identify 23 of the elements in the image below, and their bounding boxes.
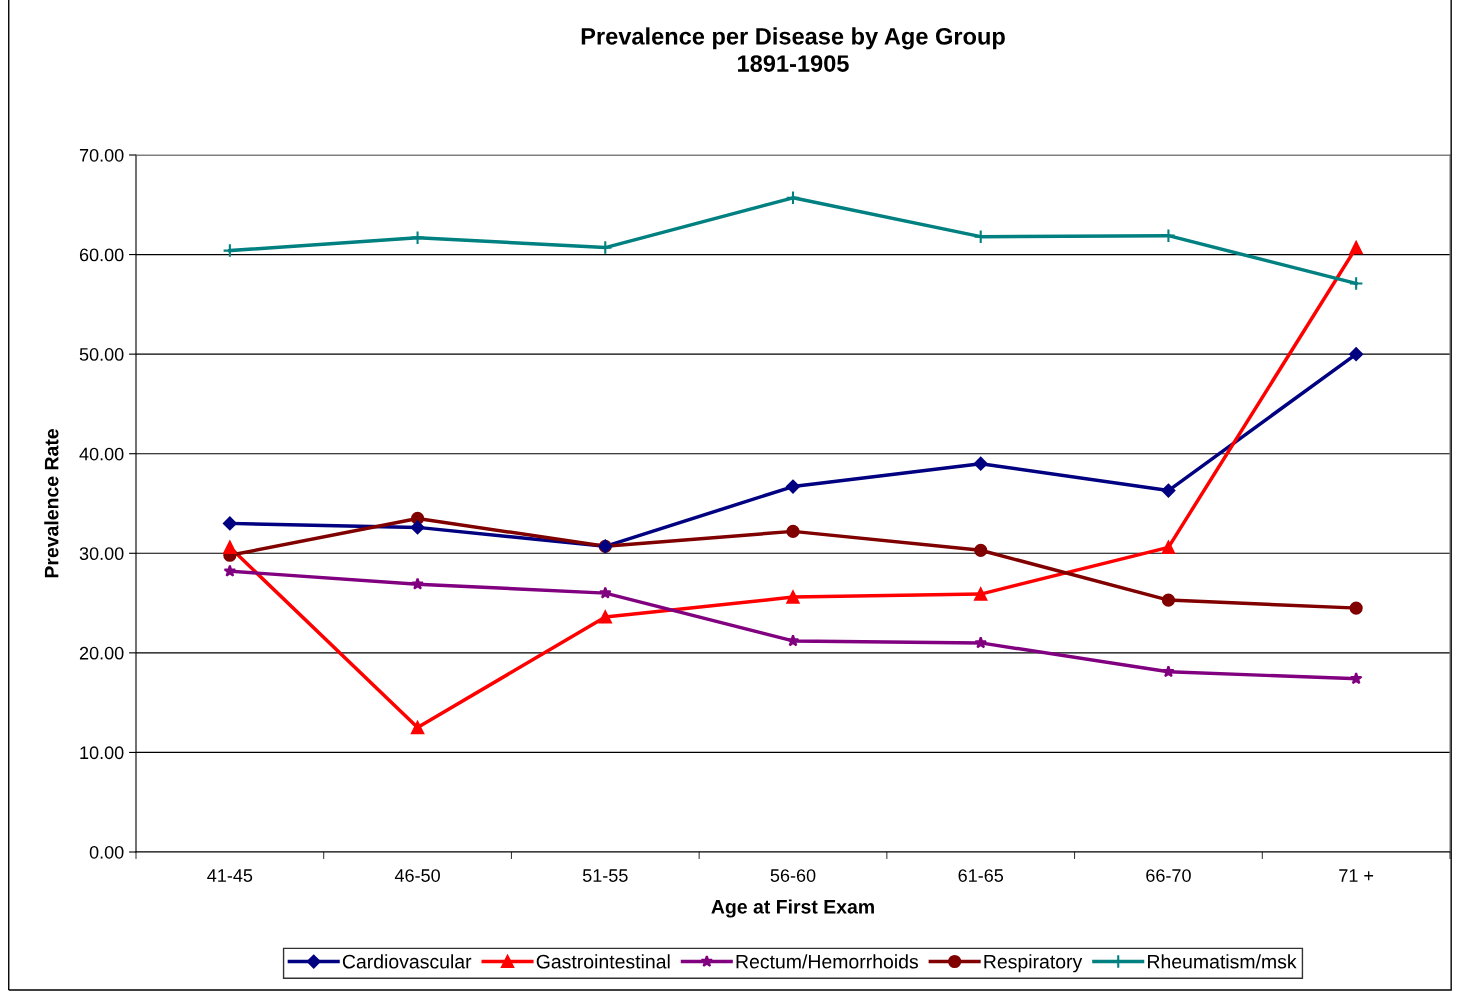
- y-tick-label: 70.00: [79, 148, 124, 162]
- x-tick-label: 61-65: [958, 869, 1004, 882]
- x-tick-label: 46-50: [394, 869, 440, 882]
- x-tick-label: 56-60: [770, 869, 816, 882]
- x-tick-label: 41-45: [207, 869, 253, 882]
- y-tick-label: 30.00: [79, 547, 124, 561]
- x-tick-label: 66-70: [1146, 869, 1191, 882]
- legend-label: Gastrointestinal: [536, 954, 670, 969]
- y-tick-label: 60.00: [79, 248, 124, 262]
- x-tick-label: 71 +: [1339, 869, 1374, 882]
- chart-title: Prevalence per Disease by Age Group 1891-1905: [581, 27, 1005, 72]
- y-tick-label: 50.00: [79, 348, 124, 361]
- y-tick-label: 20.00: [79, 646, 124, 660]
- x-axis-title: Age at First Exam: [711, 899, 874, 918]
- y-tick-label: 10.00: [80, 746, 124, 760]
- legend-label: Respiratory: [984, 954, 1083, 973]
- y-tick-label: 40.00: [79, 447, 124, 461]
- y-tick-label: 0.00: [89, 845, 124, 859]
- y-axis-title: Prevalence Rate: [44, 429, 59, 578]
- legend-label: Rectum/Hemorrhoids: [736, 954, 918, 969]
- legend-label: Cardiovascular: [342, 954, 472, 969]
- x-tick-label: 51-55: [582, 869, 628, 882]
- legend-label: Rheumatism/msk: [1148, 954, 1297, 969]
